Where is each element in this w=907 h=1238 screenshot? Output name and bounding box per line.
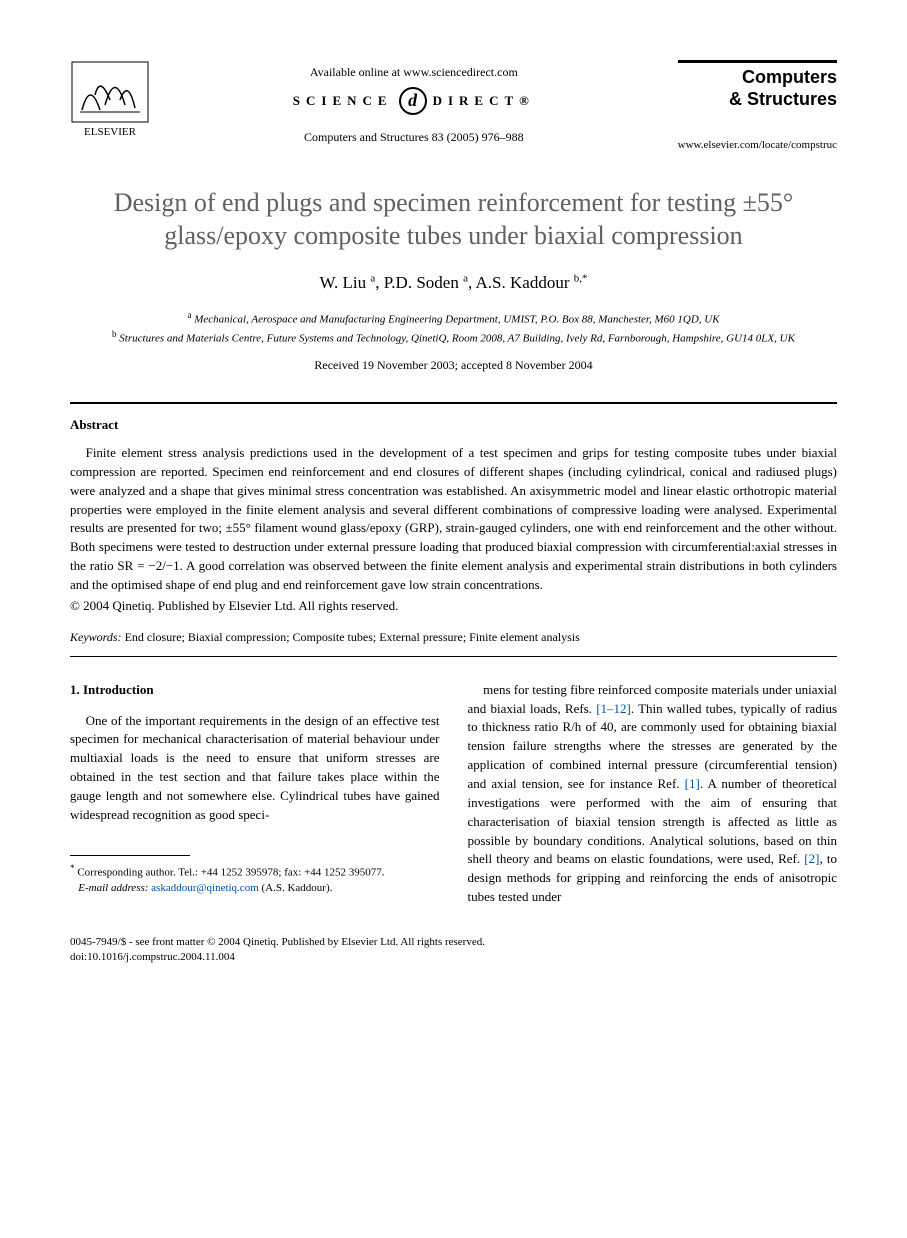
abstract-copyright: © 2004 Qinetiq. Published by Elsevier Lt… [70,597,837,615]
divider [70,402,837,404]
aff-a-sup: a [187,310,191,320]
abstract-body: Finite element stress analysis predictio… [70,444,837,595]
author-3: A.S. Kaddour [476,273,570,292]
corresponding-footnote: * Corresponding author. Tel.: +44 1252 3… [70,862,440,881]
corr-text: Corresponding author. Tel.: +44 1252 395… [77,866,384,878]
available-online: Available online at www.sciencedirect.co… [150,64,678,81]
article-title: Design of end plugs and specimen reinfor… [70,186,837,254]
intro-para-left: One of the important requirements in the… [70,712,440,825]
aff-b: Structures and Materials Centre, Future … [119,333,795,345]
journal-ref: Computers and Structures 83 (2005) 976–9… [150,129,678,146]
email-link[interactable]: askaddour@qinetiq.com [151,882,259,894]
author-3-sup: b,* [574,273,588,285]
author-2: P.D. Soden [384,273,459,292]
journal-name-line1: Computers [678,67,837,89]
elsevier-logo: ELSEVIER [70,60,150,145]
abstract-heading: Abstract [70,416,837,434]
aff-a: Mechanical, Aerospace and Manufacturing … [194,314,719,326]
publisher-label: ELSEVIER [84,126,137,138]
section-1-heading: 1. Introduction [70,681,440,700]
affiliations: a Mechanical, Aerospace and Manufacturin… [70,309,837,347]
footer-line1: 0045-7949/$ - see front matter © 2004 Qi… [70,935,837,950]
sd-left: SCIENCE [293,92,393,110]
aff-b-sup: b [112,329,117,339]
corr-star: * [70,863,75,873]
ref-link-1-12[interactable]: [1–12] [596,701,631,716]
sd-d-icon: d [399,87,427,115]
footer: 0045-7949/$ - see front matter © 2004 Qi… [70,935,837,966]
footnote-rule [70,855,190,856]
right-column: mens for testing fibre reinforced compos… [468,681,838,907]
keywords: Keywords: End closure; Biaxial compressi… [70,629,837,646]
footer-line2: doi:10.1016/j.compstruc.2004.11.004 [70,950,837,965]
email-label: E-mail address: [78,882,148,894]
journal-name-line2: & Structures [678,89,837,111]
journal-url: www.elsevier.com/locate/compstruc [678,138,837,153]
ref-link-2[interactable]: [2] [804,851,819,866]
divider [70,656,837,657]
author-1: W. Liu [319,273,366,292]
sciencedirect-logo: SCIENCE d DIRECT® [293,87,535,115]
intro-para-right: mens for testing fibre reinforced compos… [468,681,838,907]
keywords-text: End closure; Biaxial compression; Compos… [125,630,580,644]
authors: W. Liu a, P.D. Soden a, A.S. Kaddour b,* [70,271,837,295]
email-tail: (A.S. Kaddour). [262,882,333,894]
article-dates: Received 19 November 2003; accepted 8 No… [70,357,837,374]
sd-right: DIRECT® [433,92,535,110]
left-column: 1. Introduction One of the important req… [70,681,440,907]
email-footnote: E-mail address: askaddour@qinetiq.com (A… [70,881,440,896]
keywords-label: Keywords: [70,630,122,644]
header-center: Available online at www.sciencedirect.co… [150,60,678,146]
body-columns: 1. Introduction One of the important req… [70,681,837,907]
journal-box-wrapper: Computers & Structures www.elsevier.com/… [678,60,837,154]
ref-link-1[interactable]: [1] [685,776,700,791]
header: ELSEVIER Available online at www.science… [70,60,837,154]
journal-box: Computers & Structures [678,60,837,110]
author-2-sup: a [463,273,468,285]
author-1-sup: a [370,273,375,285]
